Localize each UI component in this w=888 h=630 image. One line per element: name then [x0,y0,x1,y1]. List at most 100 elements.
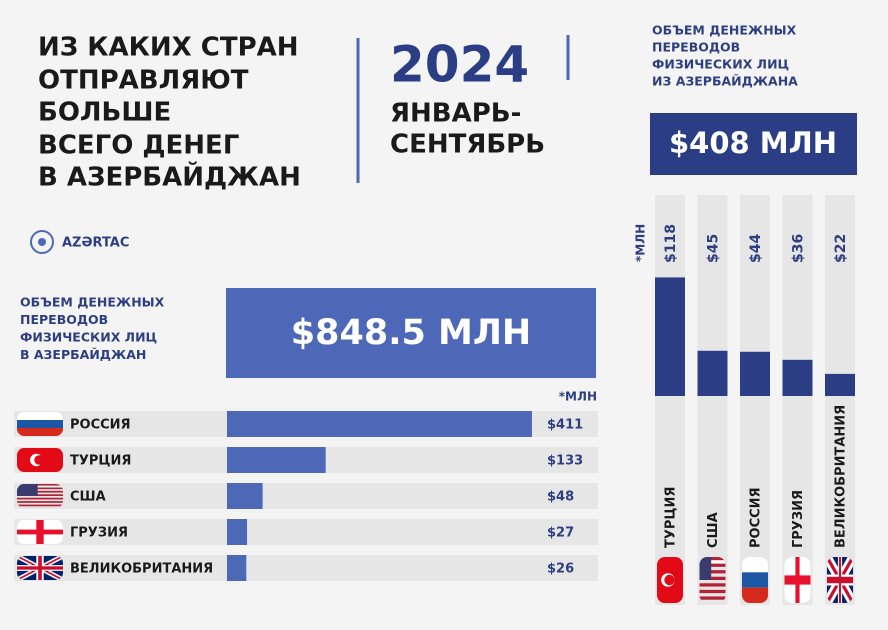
flag-body [784,557,811,603]
bar [227,447,326,473]
total-box [650,113,857,175]
bar [227,411,532,437]
flag-part [17,504,63,507]
category-label: ГРУЗИЯ [791,490,806,548]
chart-subtitle: ПЕРЕВОДОВ [20,312,108,327]
flag-part [38,556,42,580]
flag-body [17,448,63,472]
flag [742,557,768,603]
title-line: БОЛЬШЕ [38,98,171,128]
title-line: ВСЕГО ДЕНЕГ [38,131,239,161]
category-label: ГРУЗИЯ [70,526,128,541]
value-label: $26 [547,562,574,577]
flag-part [17,485,63,488]
title-line: ИЗ КАКИХ СТРАН [38,33,299,63]
flag-part [699,570,726,574]
column-track [655,195,685,605]
category-label: ТУРЦИЯ [70,454,131,469]
value-label: $22 [833,234,849,263]
value-label: $411 [547,418,583,433]
flag-part [17,484,63,486]
chart-subtitle: ФИЗИЧЕСКИХ ЛИЦ [20,330,157,345]
logo: AZƏRTAC [30,230,129,254]
chart-subtitle: ОБЪЕМ ДЕНЕЖНЫХ [652,23,797,38]
flag-part [699,560,726,564]
column-track [697,195,728,605]
value-label: $27 [547,526,574,541]
flag-body [742,557,768,603]
flag-part [17,490,63,493]
row-track [14,483,598,509]
category-label: США [70,490,106,505]
flag-part [17,484,38,496]
flag-part [17,420,63,428]
title-line: ОТПРАВЛЯЮТ [38,66,249,96]
category-label: РОССИЯ [749,487,764,548]
total-label: $408 МЛН [669,126,837,160]
flag [657,557,683,603]
value-label: $118 [663,224,679,263]
flag-part [699,596,726,600]
bar [655,277,685,396]
flag [17,484,63,507]
flag [17,520,63,544]
flag-part [784,575,811,585]
flag-part [742,587,768,603]
flag-part [34,455,44,465]
bar [227,519,248,545]
bar [697,350,728,396]
flag-part [17,501,63,503]
total-box [226,288,596,378]
flag-part [742,572,768,588]
chart-subtitle: В АЗЕРБАЙДЖАН [20,347,146,362]
bar [825,373,855,396]
flag-part [17,428,63,436]
flag-part [699,576,726,580]
column-track [782,195,813,605]
period-line: ЯНВАРЬ- [390,99,521,129]
flag [17,412,63,436]
value-label: $48 [547,490,574,505]
column-track [825,195,855,605]
total-label: $848.5 МЛН [291,313,531,353]
flag-part [17,497,63,500]
flag-part [664,574,675,586]
value-label: $44 [748,234,764,263]
category-label: США [706,512,721,548]
flag-part [17,529,63,535]
column-track [740,195,770,605]
value-label: $36 [791,234,807,263]
flag [827,557,853,603]
flag [17,556,63,580]
value-label: $133 [547,454,583,469]
flag-part [17,412,63,420]
flag-part [699,557,712,580]
period-line: СЕНТЯБРЬ [390,130,545,160]
flag-body [17,520,63,544]
chart-subtitle: ПЕРЕВОДОВ [652,40,740,55]
chart-subtitle: ФИЗИЧЕСКИХ ЛИЦ [652,57,789,72]
category-label: ТУРЦИЯ [664,487,679,548]
unit-label: *МЛН [559,390,597,404]
flag [17,448,63,472]
flag-part [838,557,842,603]
title-line: В АЗЕРБАЙДЖАН [38,161,301,193]
flag-part [742,557,768,573]
bar [782,359,813,396]
unit-label: *МЛН [634,224,648,262]
year: 2024 [390,36,529,94]
flag-body [17,556,63,580]
flag-body [17,412,63,436]
chart-subtitle: ОБЪЕМ ДЕНЕЖНЫХ [20,295,165,310]
flag-body [17,484,63,507]
flag-part [699,583,726,587]
row-track [14,555,598,581]
flag-part [17,494,63,496]
flag-part [699,557,726,561]
chart-subtitle: ИЗ АЗЕРБАЙДЖАНА [652,74,798,89]
flag-part [699,563,726,567]
bar [227,555,247,581]
flag-part [699,589,726,594]
row-track [14,519,598,545]
